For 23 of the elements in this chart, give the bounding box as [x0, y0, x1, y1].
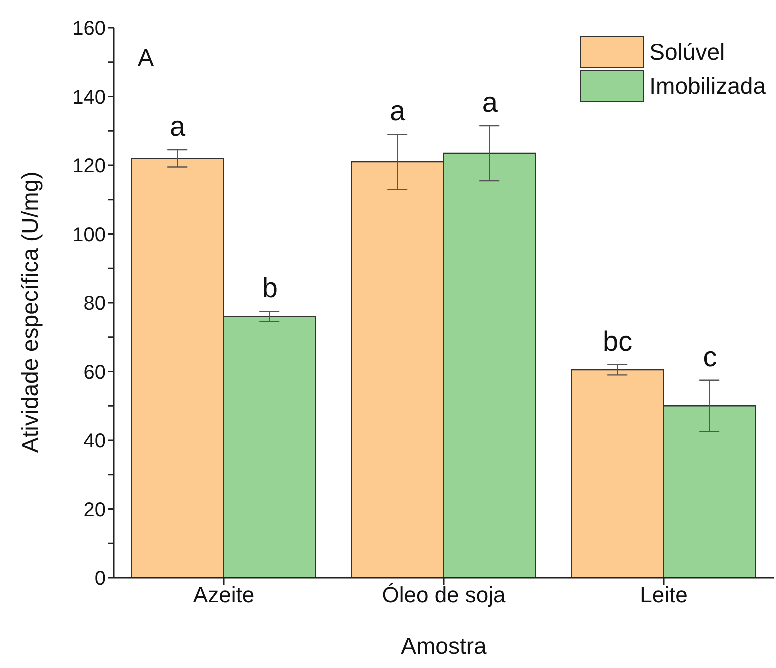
x-tick-label: Leite [640, 582, 688, 608]
annotation: c [703, 341, 718, 372]
y-tick-label: 40 [84, 430, 106, 453]
annotation: a [390, 96, 406, 127]
annotation: a [170, 111, 186, 142]
y-tick-label: 80 [84, 293, 106, 316]
x-tick-label: Azeite [193, 582, 255, 608]
annotation: bc [603, 326, 633, 357]
annotation: A [138, 45, 154, 72]
y-tick-label: 140 [72, 86, 106, 109]
y-tick-label: 160 [72, 18, 106, 40]
y-axis-title: Atividade específica (U/mg) [17, 172, 44, 453]
y-tick-label: 20 [84, 499, 106, 522]
annotation: b [262, 272, 278, 304]
x-axis-title: Amostra [401, 633, 488, 659]
legend-label: Imobilizada [650, 72, 766, 100]
y-tick-label: 100 [72, 224, 106, 246]
annotation: a [482, 86, 498, 118]
y-tick-label: 60 [84, 362, 106, 384]
y-tick-label: 0 [94, 568, 106, 590]
x-tick-label: Óleo de soja [382, 582, 507, 608]
legend-label: Solúvel [650, 38, 726, 66]
y-tick-label: 120 [72, 156, 106, 178]
